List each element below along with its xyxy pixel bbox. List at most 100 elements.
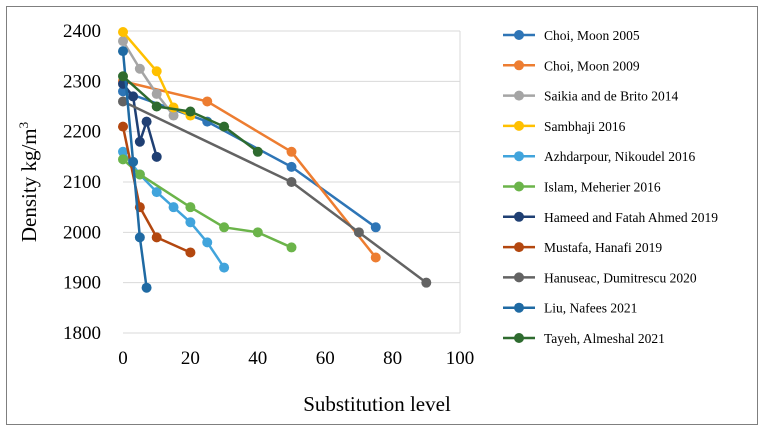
data-point [185,106,196,117]
x-axis-label: Substitution level [303,392,451,416]
data-point [118,46,128,57]
data-point [118,146,128,157]
legend-item: Sambhaji 2016 [503,119,626,134]
legend-label: Liu, Nafees 2021 [544,301,637,316]
data-point [141,116,152,127]
series-8 [118,96,432,288]
data-point [151,232,162,243]
legend-label: Azhdarpour, Nikoudel 2016 [544,149,696,164]
data-point [353,227,364,238]
y-axis-label-superscript: 3 [16,122,31,129]
legend-item: Saikia and de Brito 2014 [503,89,678,104]
legend-item: Mustafa, Hanafi 2019 [503,240,662,255]
legend-swatch-marker [514,211,524,222]
data-point [202,237,213,248]
data-point [128,91,139,102]
series-5 [118,154,297,253]
y-tick-label: 1900 [63,273,101,294]
series-line [121,40,175,117]
series-7 [118,121,196,258]
legend-label: Hanuseac, Dumitrescu 2020 [544,270,697,285]
data-point [252,227,263,238]
series-line [121,51,148,288]
legend-label: Choi, Moon 2005 [544,28,640,43]
x-tick-label: 40 [248,348,267,369]
series-10 [118,71,263,157]
data-point [141,282,152,293]
data-point [118,121,128,132]
data-point [421,277,432,288]
legend-label: Saikia and de Brito 2014 [544,89,678,104]
data-point [118,154,128,165]
data-point [219,262,230,273]
legend-label: Hameed and Fatah Ahmed 2019 [544,210,718,225]
gridlines [123,30,460,334]
legend: Choi, Moon 2005 Choi, Moon 2009 Saikia and… [503,28,718,346]
data-point [370,222,381,233]
tick-labels: 1800 1900 2000 2100 2200 2300 2400 0 20 40 60 80 100 [63,21,474,369]
legend-swatch-marker [514,181,524,192]
data-point [151,151,162,162]
legend-label: Mustafa, Hanafi 2019 [544,240,662,255]
data-point [118,36,128,47]
legend-swatch-marker [514,242,524,253]
legend-item: Islam, Meherier 2016 [503,180,661,195]
legend-item: Tayeh, Almeshal 2021 [503,331,665,346]
y-tick-label: 2100 [63,172,101,193]
legend-swatch-marker [514,333,524,343]
data-point [252,146,263,157]
data-point [118,96,128,107]
data-point [219,222,230,233]
data-point [134,169,145,180]
legend-swatch-marker [514,272,524,283]
data-point [151,66,162,77]
data-point [185,247,196,258]
legend-item: Liu, Nafees 2021 [503,301,637,316]
legend-swatch-marker [514,120,524,131]
chart-frame [6,6,758,425]
data-point [151,88,162,99]
data-point [370,252,381,263]
series-line [122,100,428,284]
legend-item: Hameed and Fatah Ahmed 2019 [503,210,718,225]
legend-swatch-marker [514,30,524,40]
y-tick-label: 2200 [63,122,101,143]
x-tick-label: 80 [383,348,402,369]
y-tick-label: 2300 [63,71,101,92]
data-point [286,177,297,187]
x-tick-label: 20 [181,348,200,369]
series-9 [118,46,152,293]
data-point [185,202,196,213]
data-point [151,187,162,198]
legend-label: Tayeh, Almeshal 2021 [544,331,665,346]
x-tick-label: 0 [118,348,128,369]
y-tick-label: 2000 [63,222,101,243]
legend-label: Sambhaji 2016 [544,119,626,134]
data-point [286,161,297,172]
y-tick-label: 2400 [63,21,101,42]
series-group [118,27,432,293]
data-point [134,232,145,243]
data-point [219,121,230,132]
series-2 [118,36,179,121]
data-point [134,63,145,74]
legend-item: Choi, Moon 2005 [503,28,640,43]
data-point [168,110,179,121]
data-point [202,96,213,107]
data-point [151,101,162,112]
data-point [118,27,128,38]
legend-swatch-marker [514,60,524,71]
data-point [118,71,128,82]
series-line [121,126,191,254]
legend-item: Choi, Moon 2009 [503,58,640,73]
data-point [185,217,196,228]
data-point [134,136,145,147]
y-tick-label: 1800 [63,323,101,344]
y-axis-label: Density kg/m3 [16,122,41,242]
data-point [128,156,139,167]
legend-label: Islam, Meherier 2016 [544,180,661,195]
legend-label: Choi, Moon 2009 [544,58,640,73]
x-tick-label: 100 [446,348,475,369]
legend-item: Hanuseac, Dumitrescu 2020 [503,270,697,285]
